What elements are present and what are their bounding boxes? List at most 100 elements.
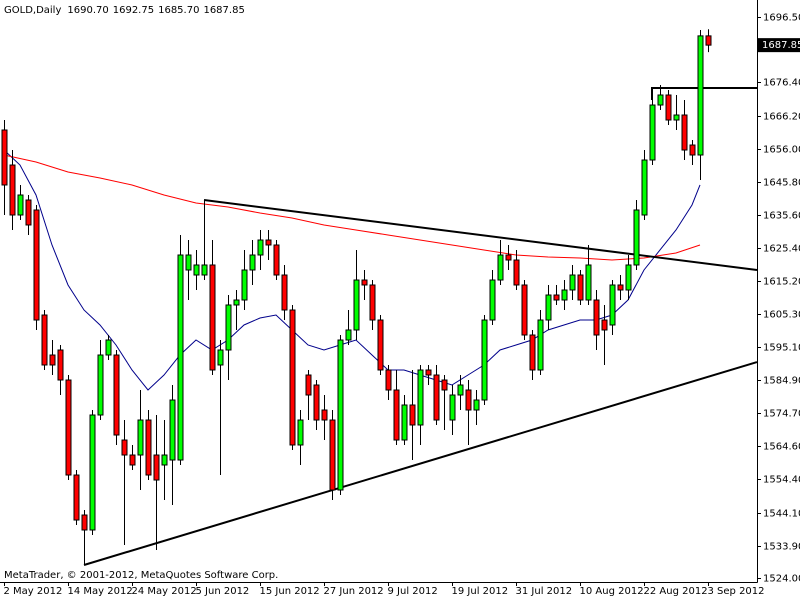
indicator-line: [203, 199, 758, 271]
y-tick-label: 1554.40: [763, 475, 800, 486]
candle-body: [369, 284, 376, 321]
x-tick-label: 5 Jun 2012: [196, 586, 250, 597]
candle-body: [161, 454, 168, 466]
x-tick-label: 27 Jun 2012: [324, 586, 384, 597]
candle-body: [241, 269, 248, 301]
x-tick-label: 9 Jul 2012: [388, 586, 438, 597]
candle-body: [473, 399, 480, 411]
candle-body: [201, 264, 208, 276]
candle-body: [377, 319, 384, 371]
candle-body: [345, 329, 352, 341]
candle-body: [641, 159, 648, 216]
copyright: MetaTrader, © 2001-2012, MetaQuotes Soft…: [4, 570, 278, 581]
candle-body: [537, 319, 544, 371]
candle-body: [609, 284, 616, 326]
candle-body: [489, 279, 496, 321]
candle-body: [505, 254, 512, 261]
candle-body: [273, 244, 280, 276]
y-tick-label: 1625.40: [763, 244, 800, 255]
x-tick-label: 10 Aug 2012: [580, 586, 644, 597]
candle-body: [497, 254, 504, 281]
candle-body: [281, 274, 288, 311]
candle-body: [401, 404, 408, 441]
candle-body: [409, 404, 416, 426]
candle-body: [257, 239, 264, 256]
candle-body: [585, 264, 592, 301]
candle-body: [433, 374, 440, 421]
candle-body: [673, 114, 680, 121]
candle-body: [185, 254, 192, 271]
candle-body: [177, 254, 184, 461]
y-tick-label: 1635.60: [763, 211, 800, 222]
x-tick-label: 15 Jun 2012: [260, 586, 320, 597]
candle-body: [593, 299, 600, 336]
candle-body: [697, 35, 704, 156]
header: GOLD,Daily 1690.70 1692.75 1685.70 1687.85: [4, 5, 245, 16]
candle-body: [41, 314, 48, 366]
plot-area: [1, 29, 758, 566]
symbol: GOLD,Daily: [4, 5, 61, 16]
indicator-line: [3, 154, 701, 261]
x-tick-label: 14 May 2012: [68, 586, 133, 597]
candle-body: [169, 399, 176, 461]
candle-body: [689, 144, 696, 156]
candle-body: [17, 194, 24, 216]
candle-body: [137, 419, 144, 456]
header-open: 1690.70: [67, 5, 108, 16]
candle-body: [577, 274, 584, 301]
header-low: 1685.70: [158, 5, 199, 16]
indicator-line: [83, 361, 758, 566]
candle-body: [105, 339, 112, 356]
candle-body: [65, 379, 72, 476]
y-tick-label: 1605.30: [763, 310, 800, 321]
candle-body: [529, 334, 536, 371]
candle-body: [449, 394, 456, 421]
candle-body: [73, 474, 80, 521]
y-tick-label: 1524.00: [763, 574, 800, 585]
indicator-line: [3, 149, 701, 391]
candle-body: [145, 419, 152, 476]
header-high: 1692.75: [113, 5, 154, 16]
candle-body: [705, 35, 712, 46]
candle-body: [81, 514, 88, 531]
candle-body: [481, 319, 488, 401]
candle-body: [329, 419, 336, 491]
candle-body: [49, 354, 56, 366]
candle-body: [465, 389, 472, 411]
y-tick-label: 1544.10: [763, 509, 800, 520]
candle-body: [225, 304, 232, 351]
candle-body: [89, 414, 96, 531]
y-tick-label: 1656.00: [763, 145, 800, 156]
candle-body: [681, 114, 688, 151]
x-tick-label: 31 Jul 2012: [516, 586, 573, 597]
y-tick-label: 1584.90: [763, 376, 800, 387]
y-tick-label: 1666.20: [763, 112, 800, 123]
candle-body: [113, 354, 120, 436]
candle-body: [649, 104, 656, 161]
candle-body: [313, 384, 320, 421]
y-tick-label: 1676.40: [763, 78, 800, 89]
candle-body: [521, 284, 528, 336]
y-tick-label: 1595.10: [763, 343, 800, 354]
candle-body: [457, 384, 464, 396]
y-tick-label: 1645.80: [763, 178, 800, 189]
candle-body: [545, 294, 552, 321]
x-tick-label: 2 May 2012: [4, 586, 63, 597]
candle-body: [625, 264, 632, 291]
y-tick-label: 1615.20: [763, 277, 800, 288]
x-tick-label: 3 Sep 2012: [708, 586, 765, 597]
candle-body: [289, 309, 296, 446]
x-tick-label: 19 Jul 2012: [452, 586, 509, 597]
candle-body: [337, 339, 344, 491]
candle-body: [265, 239, 272, 246]
y-tick-label: 1533.90: [763, 542, 800, 553]
candle-body: [361, 279, 368, 286]
candle-body: [305, 374, 312, 396]
candle-body: [193, 264, 200, 276]
candle-body: [153, 454, 160, 481]
candle-body: [33, 209, 40, 321]
candle-body: [97, 354, 104, 416]
candle-body: [297, 419, 304, 446]
